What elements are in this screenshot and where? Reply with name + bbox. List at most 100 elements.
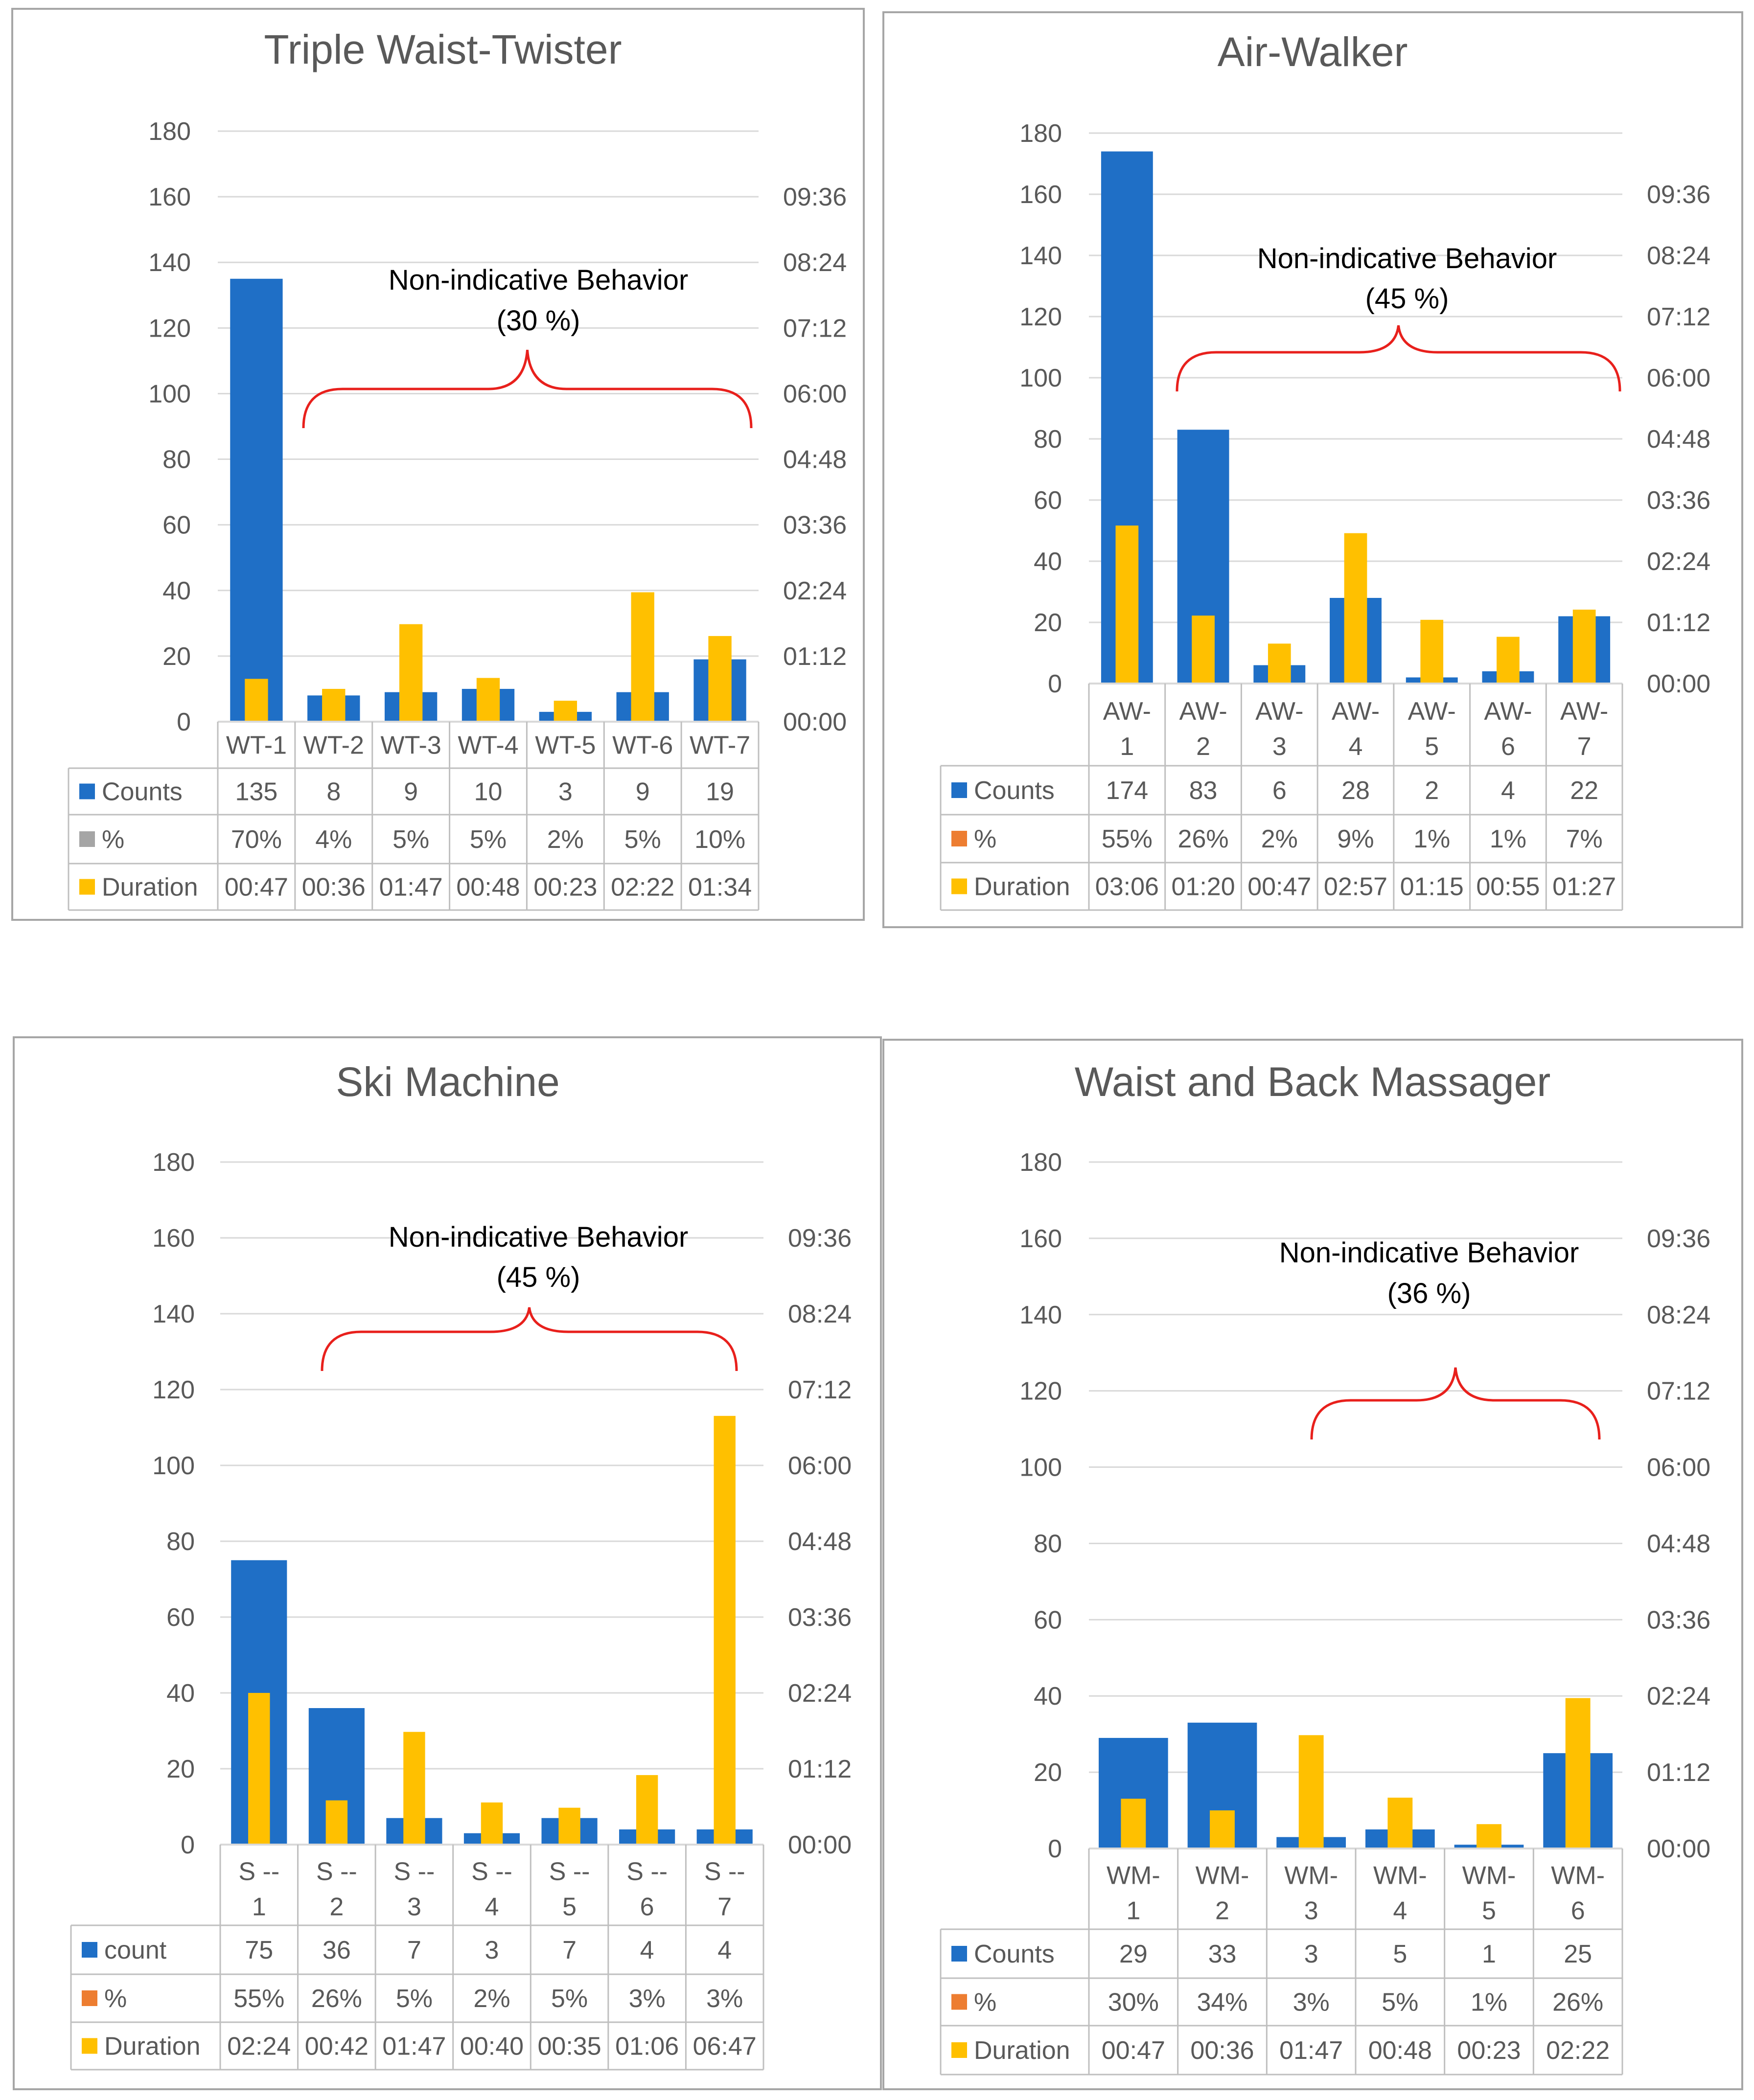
legend-marker-duration [82, 2038, 97, 2054]
y-tick-label: 120 [1019, 303, 1062, 331]
y2-tick-label: 01:12 [783, 642, 847, 671]
duration-bar-WM-5 [1477, 1824, 1501, 1849]
category-label-line2: 6 [1571, 1897, 1585, 1925]
category-label-line2: 1 [1126, 1897, 1140, 1925]
chart-frame [11, 8, 865, 921]
y-tick-label: 180 [1019, 119, 1062, 148]
category-label-line1: WM- [1107, 1862, 1160, 1890]
table-cell-value: 02:22 [1546, 2036, 1610, 2065]
y-tick-label: 80 [1034, 1529, 1062, 1558]
y2-tick-label: 03:36 [783, 511, 847, 540]
table-cell-value: 7% [1566, 825, 1603, 853]
category-label-line2: 4 [485, 1893, 499, 1921]
category-label-line2: 2 [329, 1893, 344, 1921]
chart-frame [882, 1039, 1743, 2090]
y-tick-label: 140 [152, 1300, 195, 1328]
category-label-line1: WM- [1373, 1862, 1427, 1890]
y-tick-label: 120 [148, 314, 191, 342]
category-label-line1: S -- [704, 1858, 745, 1886]
category-label-line1: S -- [626, 1858, 668, 1886]
y-tick-label: 140 [1019, 242, 1062, 270]
table-cell-value: 02:22 [611, 873, 674, 902]
duration-bar-WM-1 [1121, 1799, 1146, 1849]
table-cell-value: 75 [245, 1936, 273, 1964]
category-label-line1: S -- [316, 1858, 357, 1886]
legend-marker-duration [79, 879, 95, 895]
legend-marker-percent [82, 1990, 97, 2006]
table-cell-value: 26% [1552, 1988, 1603, 2017]
y-tick-label: 100 [1019, 1454, 1062, 1482]
category-label-line2: 3 [1304, 1897, 1318, 1925]
annotation-brace [321, 1307, 738, 1371]
duration-bar-AW-6 [1497, 637, 1520, 684]
table-cell-value: 00:42 [305, 2032, 369, 2061]
table-cell-value: 01:20 [1172, 873, 1235, 901]
duration-bar-S--1 [248, 1693, 270, 1845]
table-row-label: Counts [974, 776, 1055, 805]
table-cell-value: 01:47 [382, 2032, 446, 2061]
table-cell-value: 8 [326, 778, 341, 806]
table-cell-value: 174 [1106, 776, 1148, 805]
y2-tick-label: 01:12 [788, 1755, 852, 1783]
duration-bar-S--3 [403, 1732, 425, 1845]
table-row-label: Counts [102, 778, 183, 806]
table-cell-value: 00:23 [1457, 2036, 1521, 2065]
category-label-line2: 5 [1482, 1897, 1496, 1925]
annotation-percent: (45 %) [497, 1261, 580, 1293]
annotation-brace [1310, 1367, 1601, 1440]
table-row-label: Duration [104, 2032, 201, 2061]
duration-bar-WT-5 [554, 701, 577, 722]
y2-tick-label: 02:24 [1647, 548, 1710, 576]
table-cell-value: 70% [231, 825, 282, 854]
duration-bar-S--7 [714, 1415, 736, 1845]
table-cell-value: 01:34 [688, 873, 752, 902]
table-cell-value: 7 [407, 1936, 421, 1964]
table-cell-value: 00:47 [1102, 2036, 1165, 2065]
category-label-line2: 1 [252, 1893, 266, 1921]
category-label-line1: WM- [1551, 1862, 1605, 1890]
duration-bar-WT-2 [322, 688, 346, 722]
legend-marker-counts [951, 782, 967, 798]
table-row-label: % [102, 825, 124, 854]
table-cell-value: 01:27 [1552, 873, 1616, 901]
table-cell-value: 4 [1501, 776, 1515, 805]
y2-tick-label: 06:00 [788, 1452, 852, 1480]
y-tick-label: 80 [1034, 425, 1062, 454]
table-cell-value: 00:47 [1247, 873, 1311, 901]
table-cell-value: 5% [551, 1985, 588, 2013]
category-label-line1: AW- [1484, 697, 1532, 726]
table-cell-value: 6 [1272, 776, 1287, 805]
duration-bar-AW-4 [1344, 533, 1367, 684]
y-tick-label: 180 [152, 1148, 195, 1177]
table-cell-value: 29 [1119, 1940, 1148, 1968]
y-tick-label: 100 [1019, 364, 1062, 392]
category-label: WT-1 [226, 731, 287, 760]
category-label-line2: 7 [717, 1893, 732, 1921]
chart-title: Air-Walker [1218, 29, 1408, 75]
legend-marker-duration [951, 878, 967, 894]
table-row-label: % [104, 1985, 127, 2013]
y-tick-label: 180 [1019, 1148, 1062, 1177]
y-tick-label: 120 [1019, 1377, 1062, 1406]
y-tick-label: 160 [1019, 1225, 1062, 1253]
category-label: WT-2 [303, 731, 364, 760]
table-cell-value: 02:57 [1324, 873, 1387, 901]
chart-frame [13, 1036, 882, 2090]
table-cell-value: 3% [629, 1985, 666, 2013]
category-label-line2: 3 [1272, 732, 1287, 761]
duration-bar-WT-7 [708, 636, 732, 722]
annotation-text: Non-indicative Behavior [389, 264, 689, 296]
y2-tick-label: 07:12 [1647, 1377, 1710, 1406]
legend-marker-percent [79, 831, 95, 847]
y-tick-label: 160 [152, 1224, 195, 1253]
table-cell-value: 00:36 [1190, 2036, 1254, 2065]
chart-title: Waist and Back Massager [1075, 1059, 1551, 1105]
y-tick-label: 60 [1034, 1606, 1062, 1634]
y-tick-label: 20 [1034, 609, 1062, 637]
table-cell-value: 19 [706, 778, 734, 806]
y-tick-label: 0 [181, 1831, 195, 1859]
category-label: WT-5 [535, 731, 596, 760]
category-label: WT-4 [458, 731, 518, 760]
y2-tick-label: 07:12 [788, 1376, 852, 1404]
duration-bar-S--4 [481, 1802, 503, 1845]
